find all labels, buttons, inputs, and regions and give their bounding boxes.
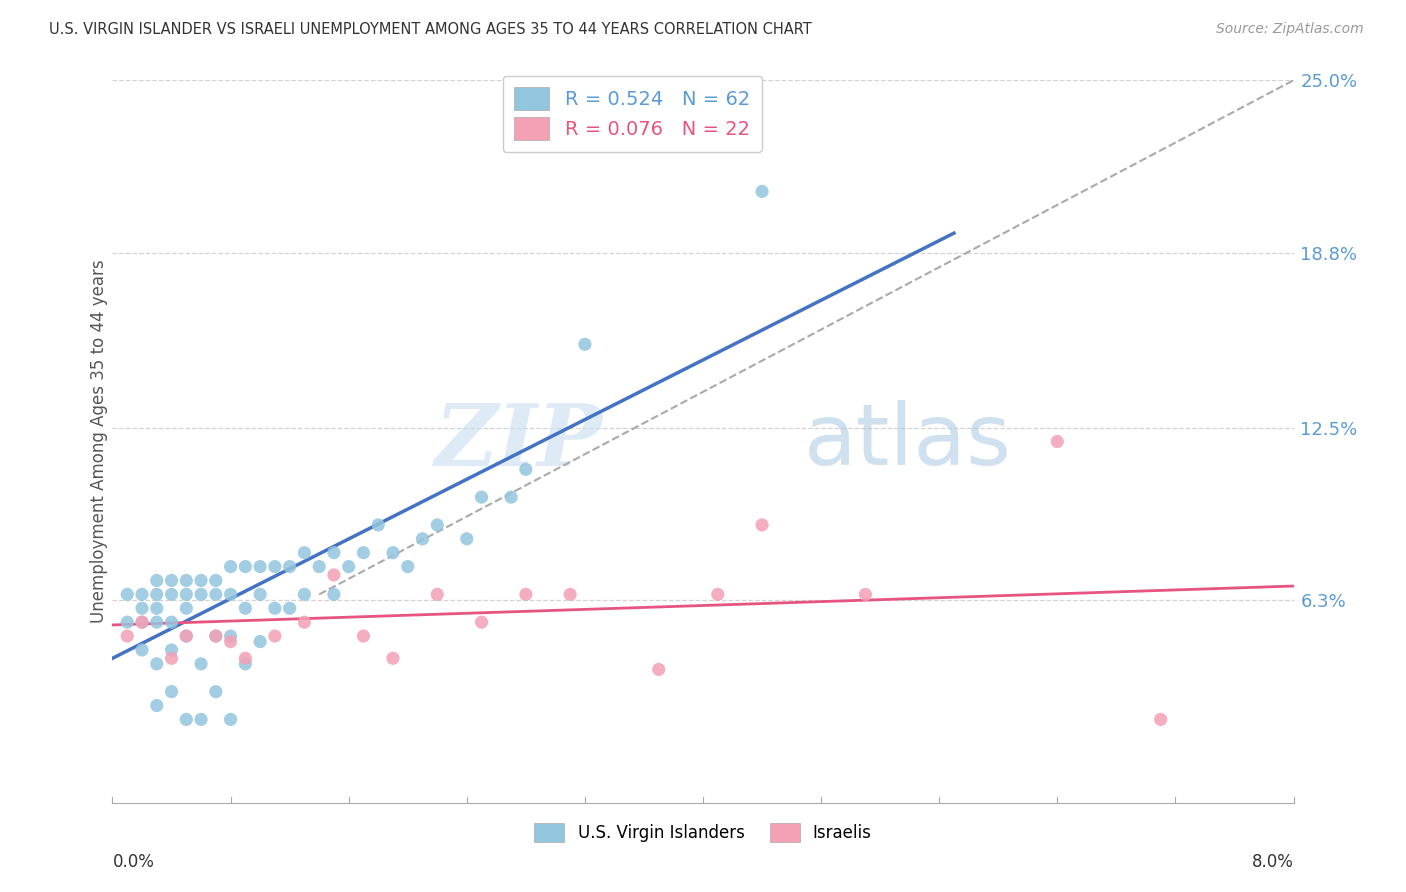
Point (131, 615, 153, 630)
Point (219, 559, 242, 574)
Point (205, 629, 228, 643)
Point (292, 546, 315, 560)
Point (352, 629, 374, 643)
Point (264, 559, 287, 574)
Point (233, 651, 256, 665)
Text: ZIP: ZIP (434, 400, 603, 483)
Point (219, 634, 242, 648)
Point (574, 337, 596, 351)
Point (249, 634, 271, 648)
Point (396, 559, 419, 574)
Point (264, 629, 287, 643)
Point (117, 615, 138, 630)
Point (160, 651, 183, 665)
Point (264, 601, 287, 615)
Text: 0.0%: 0.0% (112, 853, 155, 871)
Point (308, 559, 330, 574)
Point (323, 568, 346, 582)
Point (233, 601, 256, 615)
Point (190, 574, 212, 588)
Point (456, 532, 478, 546)
Point (249, 559, 271, 574)
Point (205, 574, 228, 588)
Point (751, 517, 773, 532)
Point (278, 601, 301, 615)
Point (131, 615, 153, 630)
Point (249, 587, 271, 601)
Point (174, 601, 197, 615)
Point (292, 587, 315, 601)
Point (382, 546, 405, 560)
Point (471, 490, 494, 504)
Text: Source: ZipAtlas.com: Source: ZipAtlas.com (1216, 22, 1364, 37)
Point (205, 587, 228, 601)
Point (412, 532, 434, 546)
Text: 8.0%: 8.0% (1251, 853, 1294, 871)
Point (190, 657, 212, 671)
Y-axis label: Unemployment Among Ages 35 to 44 years: Unemployment Among Ages 35 to 44 years (90, 260, 108, 624)
Point (174, 574, 197, 588)
Point (174, 713, 197, 727)
Point (1046, 434, 1069, 449)
Point (219, 587, 242, 601)
Point (1150, 713, 1173, 727)
Point (160, 587, 183, 601)
Point (146, 698, 169, 713)
Point (278, 559, 301, 574)
Point (117, 587, 138, 601)
Point (146, 657, 169, 671)
Point (853, 587, 877, 601)
Point (160, 574, 183, 588)
Point (560, 587, 582, 601)
Point (233, 559, 256, 574)
Point (131, 587, 153, 601)
Point (146, 574, 169, 588)
Point (160, 684, 183, 698)
Legend: U.S. Virgin Islanders, Israelis: U.S. Virgin Islanders, Israelis (527, 816, 879, 848)
Point (515, 462, 537, 476)
Point (146, 601, 169, 615)
Point (117, 629, 138, 643)
Point (751, 185, 773, 199)
Point (131, 643, 153, 657)
Point (146, 615, 169, 630)
Point (219, 629, 242, 643)
Point (160, 615, 183, 630)
Point (174, 629, 197, 643)
Text: atlas: atlas (803, 400, 1011, 483)
Point (190, 587, 212, 601)
Point (205, 629, 228, 643)
Point (337, 559, 360, 574)
Point (205, 684, 228, 698)
Text: U.S. VIRGIN ISLANDER VS ISRAELI UNEMPLOYMENT AMONG AGES 35 TO 44 YEARS CORRELATI: U.S. VIRGIN ISLANDER VS ISRAELI UNEMPLOY… (49, 22, 811, 37)
Point (233, 657, 256, 671)
Point (160, 643, 183, 657)
Point (190, 713, 212, 727)
Point (292, 615, 315, 630)
Point (707, 587, 730, 601)
Point (647, 662, 671, 676)
Point (515, 587, 537, 601)
Point (323, 587, 346, 601)
Point (323, 546, 346, 560)
Point (219, 713, 242, 727)
Point (174, 629, 197, 643)
Point (426, 517, 449, 532)
Point (352, 546, 374, 560)
Point (174, 587, 197, 601)
Point (501, 490, 523, 504)
Point (367, 517, 389, 532)
Point (471, 615, 494, 630)
Point (131, 601, 153, 615)
Point (146, 587, 169, 601)
Point (426, 587, 449, 601)
Point (382, 651, 405, 665)
